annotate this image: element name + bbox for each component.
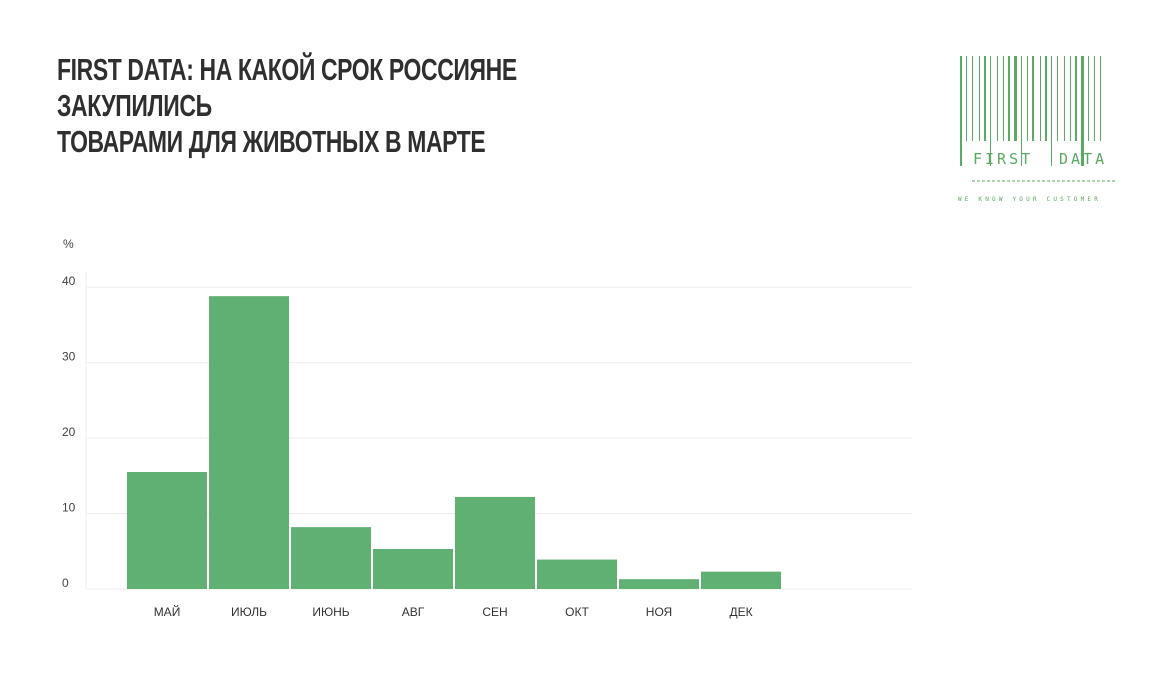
barcode-stripe [1040, 56, 1041, 141]
barcode-stripe [1075, 56, 1077, 141]
barcode-stripe [1008, 56, 1010, 141]
chart-title-line-1: FIRST DATA: НА КАКОЙ СРОК РОССИЯНЕ ЗАКУП… [57, 52, 517, 123]
barcode-stripe [960, 56, 962, 166]
bar [537, 559, 617, 589]
bar [373, 548, 453, 589]
bar [619, 579, 699, 589]
first-data-logo: FIRST DATA WE KNOW YOUR CUSTOMER [958, 56, 1115, 203]
barcode-stripe [1070, 56, 1071, 141]
barcode-stripe [1094, 56, 1095, 141]
y-axis-ticks: 0 10 20 30 40 [62, 274, 76, 590]
barcode-icon [960, 56, 1101, 166]
x-tick-label: ИЮЛЬ [231, 605, 267, 619]
bar [701, 571, 781, 589]
chart-title: FIRST DATA: НА КАКОЙ СРОК РОССИЯНЕ ЗАКУП… [57, 52, 575, 160]
bar [291, 527, 371, 589]
barcode-stripe [990, 56, 991, 166]
barcode-stripe [1003, 56, 1004, 141]
barcode-stripe [979, 56, 980, 141]
y-axis-label: % [63, 237, 74, 251]
barcode-stripe [1032, 56, 1034, 141]
barcode-stripe [1051, 56, 1052, 166]
bar [455, 496, 535, 589]
barcode-stripe [1014, 56, 1017, 141]
bar [209, 296, 289, 589]
barcode-stripe [1064, 56, 1065, 141]
barcode-stripe [1100, 56, 1101, 141]
barcode-stripe [966, 56, 967, 141]
barcode-stripe [1057, 56, 1058, 141]
bars [127, 296, 781, 589]
barcode-stripe [1081, 56, 1084, 166]
chart-title-line-2: ТОВАРАМИ ДЛЯ ЖИВОТНЫХ В МАРТЕ [57, 124, 486, 159]
barcode-stripe [1045, 56, 1047, 141]
logo-word-first: FIRST [973, 150, 1033, 168]
logo-tagline: WE KNOW YOUR CUSTOMER [958, 196, 1101, 203]
y-tick-label: 20 [62, 425, 76, 439]
barcode-stripe [984, 56, 986, 141]
y-tick-label: 10 [62, 501, 76, 515]
y-tick-label: 30 [62, 350, 76, 364]
x-tick-label: ИЮНЬ [312, 605, 349, 619]
barcode-stripe [1027, 56, 1028, 141]
x-tick-label: МАЙ [154, 604, 181, 619]
x-tick-label: СЕН [482, 605, 507, 619]
x-axis-ticks: МАЙ ИЮЛЬ ИЮНЬ АВГ СЕН ОКТ НОЯ ДЕК [154, 604, 753, 619]
barcode-stripe [1088, 56, 1089, 141]
y-tick-label: 40 [62, 274, 76, 288]
barcode-stripe [1021, 56, 1022, 166]
x-tick-label: НОЯ [646, 605, 672, 619]
x-tick-label: ДЕК [729, 605, 752, 619]
barcode-stripe [972, 56, 973, 141]
logo-word-data: DATA [1059, 150, 1107, 168]
barcode-stripe [997, 56, 998, 141]
y-tick-label: 0 [62, 576, 69, 590]
x-tick-label: АВГ [402, 605, 425, 619]
x-tick-label: ОКТ [565, 605, 589, 619]
bar [127, 472, 207, 589]
